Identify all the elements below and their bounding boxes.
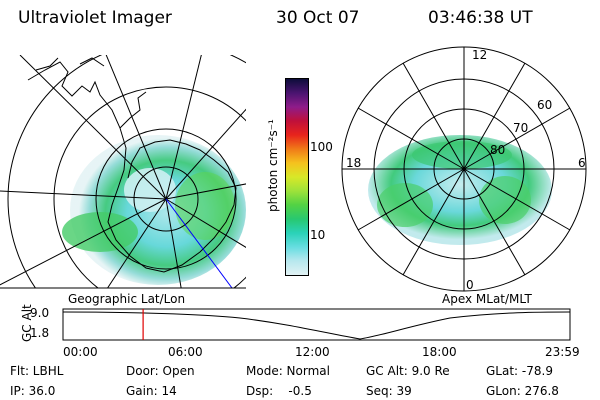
- mlat-label-70: 70: [513, 121, 529, 135]
- glon-info: GLon: 276.8: [486, 384, 559, 398]
- magnetic-caption: Apex MLat/MLT: [442, 292, 532, 306]
- filter-info: Flt: LBHL: [10, 364, 64, 378]
- mlt-label-0: 0: [466, 278, 474, 292]
- timeline-y-tick-1-8: 1.8: [30, 326, 50, 340]
- gain-info: Gain: 14: [126, 384, 177, 398]
- mlt-label-18: 18: [346, 156, 362, 170]
- observation-time: 03:46:38 UT: [428, 8, 533, 28]
- geographic-caption: Geographic Lat/Lon: [68, 292, 186, 306]
- intensity-colorbar: [285, 78, 309, 276]
- mlt-label-12: 12: [472, 48, 488, 62]
- observation-date: 30 Oct 07: [276, 8, 360, 28]
- timeline-y-tick-9: 9.0: [30, 306, 50, 320]
- colorbar-tick-10: 10: [310, 228, 326, 242]
- timeline-tick-0000: 00:00: [63, 345, 98, 359]
- mlat-label-80: 80: [490, 143, 506, 157]
- timeline-tick-2359: 23:59: [545, 345, 580, 359]
- instrument-title: Ultraviolet Imager: [18, 8, 172, 28]
- seq-info: Seq: 39: [366, 384, 412, 398]
- altitude-curve: [62, 311, 571, 340]
- glat-info: GLat: -78.9: [486, 364, 553, 378]
- mlt-label-6: 6: [578, 156, 586, 170]
- mlat-label-60: 60: [537, 98, 553, 112]
- dsp-info: Dsp: -0.5: [246, 384, 312, 398]
- sun-direction-line: [165, 198, 233, 288]
- timeline-tick-1800: 18:00: [422, 345, 457, 359]
- gc-alt-info: GC Alt: 9.0 Re: [366, 364, 450, 378]
- colorbar-tick-100: 100: [310, 140, 333, 154]
- door-info: Door: Open: [126, 364, 195, 378]
- mode-info: Mode: Normal: [246, 364, 330, 378]
- timeline-tick-1200: 12:00: [295, 345, 330, 359]
- ip-info: IP: 36.0: [10, 384, 56, 398]
- timeline-tick-0600: 06:00: [168, 345, 203, 359]
